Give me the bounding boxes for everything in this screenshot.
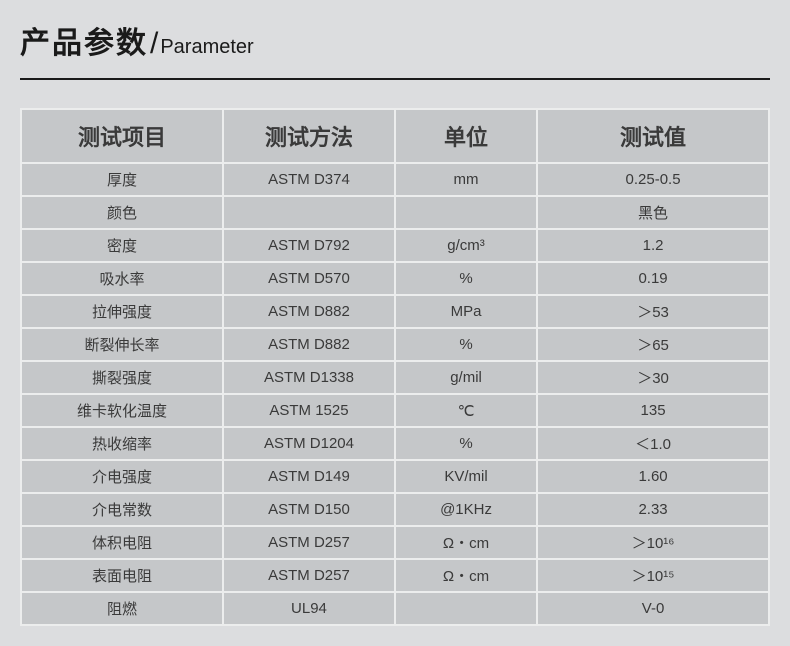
- table-row: 介电常数ASTM D150@1KHz2.33: [21, 493, 769, 526]
- col-header-item: 测试项目: [21, 109, 223, 163]
- cell-value: 黑色: [537, 196, 769, 229]
- table-row: 表面电阻ASTM D257Ω・cm＞10¹⁵: [21, 559, 769, 592]
- cell-value: ＞30: [537, 361, 769, 394]
- cell-unit: KV/mil: [395, 460, 537, 493]
- cell-unit: [395, 592, 537, 625]
- cell-unit: Ω・cm: [395, 559, 537, 592]
- table-row: 颜色 黑色: [21, 196, 769, 229]
- cell-method: ASTM D150: [223, 493, 395, 526]
- cell-value: ＞10¹⁵: [537, 559, 769, 592]
- table-row: 吸水率ASTM D570%0.19: [21, 262, 769, 295]
- cell-method: ASTM D149: [223, 460, 395, 493]
- table-row: 断裂伸长率ASTM D882%＞65: [21, 328, 769, 361]
- cell-method: ASTM D1338: [223, 361, 395, 394]
- cell-item: 厚度: [21, 163, 223, 196]
- cell-item: 断裂伸长率: [21, 328, 223, 361]
- cell-value: ＞10¹⁶: [537, 526, 769, 559]
- cell-item: 介电常数: [21, 493, 223, 526]
- cell-item: 密度: [21, 229, 223, 262]
- cell-item: 表面电阻: [21, 559, 223, 592]
- cell-unit: [395, 196, 537, 229]
- cell-unit: %: [395, 328, 537, 361]
- parameter-table-wrap: 测试项目 测试方法 单位 测试值 厚度ASTM D374mm0.25-0.5颜色…: [0, 80, 790, 646]
- cell-value: 1.2: [537, 229, 769, 262]
- cell-value: ＞65: [537, 328, 769, 361]
- cell-item: 维卡软化温度: [21, 394, 223, 427]
- cell-method: ASTM 1525: [223, 394, 395, 427]
- table-row: 阻燃UL94 V-0: [21, 592, 769, 625]
- cell-unit: g/mil: [395, 361, 537, 394]
- title-cn: 产品参数: [20, 27, 148, 60]
- cell-method: ASTM D374: [223, 163, 395, 196]
- table-body: 厚度ASTM D374mm0.25-0.5颜色黑色密度ASTM D792g/cm…: [21, 163, 769, 625]
- cell-method: ASTM D882: [223, 295, 395, 328]
- cell-method: ASTM D257: [223, 526, 395, 559]
- table-row: 拉伸强度ASTM D882MPa＞53: [21, 295, 769, 328]
- cell-value: ＞53: [537, 295, 769, 328]
- cell-method: ASTM D882: [223, 328, 395, 361]
- cell-unit: MPa: [395, 295, 537, 328]
- col-header-unit: 单位: [395, 109, 537, 163]
- cell-method: ASTM D570: [223, 262, 395, 295]
- cell-unit: g/cm³: [395, 229, 537, 262]
- cell-unit: ℃: [395, 394, 537, 427]
- cell-item: 体积电阻: [21, 526, 223, 559]
- cell-unit: %: [395, 262, 537, 295]
- parameter-table: 测试项目 测试方法 单位 测试值 厚度ASTM D374mm0.25-0.5颜色…: [20, 108, 770, 626]
- table-row: 维卡软化温度ASTM 1525℃135: [21, 394, 769, 427]
- cell-method: ASTM D257: [223, 559, 395, 592]
- table-row: 撕裂强度ASTM D1338g/mil＞30: [21, 361, 769, 394]
- title-en: Parameter: [160, 36, 253, 58]
- table-row: 厚度ASTM D374mm0.25-0.5: [21, 163, 769, 196]
- cell-method: UL94: [223, 592, 395, 625]
- cell-item: 吸水率: [21, 262, 223, 295]
- cell-value: 2.33: [537, 493, 769, 526]
- cell-unit: %: [395, 427, 537, 460]
- cell-unit: @1KHz: [395, 493, 537, 526]
- table-row: 密度ASTM D792g/cm³1.2: [21, 229, 769, 262]
- cell-unit: mm: [395, 163, 537, 196]
- cell-method: ASTM D792: [223, 229, 395, 262]
- cell-item: 拉伸强度: [21, 295, 223, 328]
- cell-value: 1.60: [537, 460, 769, 493]
- table-row: 体积电阻ASTM D257Ω・cm＞10¹⁶: [21, 526, 769, 559]
- col-header-method: 测试方法: [223, 109, 395, 163]
- col-header-value: 测试值: [537, 109, 769, 163]
- cell-item: 介电强度: [21, 460, 223, 493]
- table-row: 热收缩率ASTM D1204%＜1.0: [21, 427, 769, 460]
- cell-item: 阻燃: [21, 592, 223, 625]
- cell-item: 颜色: [21, 196, 223, 229]
- cell-value: 0.25-0.5: [537, 163, 769, 196]
- cell-value: V-0: [537, 592, 769, 625]
- page-title-bar: 产品参数/Parameter: [0, 0, 790, 72]
- table-row: 介电强度ASTM D149KV/mil1.60: [21, 460, 769, 493]
- cell-item: 热收缩率: [21, 427, 223, 460]
- table-header-row: 测试项目 测试方法 单位 测试值: [21, 109, 769, 163]
- cell-value: 135: [537, 394, 769, 427]
- cell-method: [223, 196, 395, 229]
- cell-unit: Ω・cm: [395, 526, 537, 559]
- cell-value: 0.19: [537, 262, 769, 295]
- cell-method: ASTM D1204: [223, 427, 395, 460]
- cell-value: ＜1.0: [537, 427, 769, 460]
- cell-item: 撕裂强度: [21, 361, 223, 394]
- title-slash: /: [150, 27, 158, 60]
